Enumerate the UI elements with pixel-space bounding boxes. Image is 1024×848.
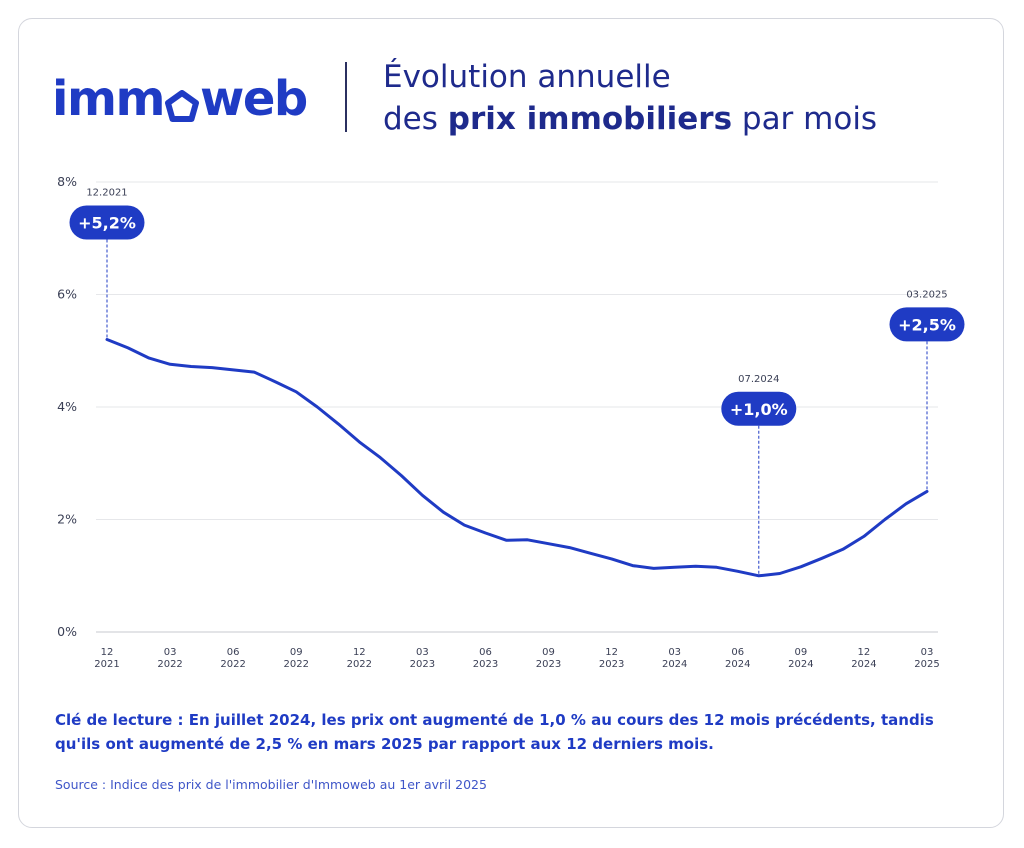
chart-card — [18, 18, 1004, 828]
x-tick-label: 06 — [731, 647, 744, 658]
title-suffix: par mois — [732, 101, 878, 137]
annotation-value: +5,2% — [78, 214, 136, 233]
y-tick-label: 8% — [57, 174, 77, 189]
annotation-period: 03.2025 — [906, 289, 947, 300]
annotation-period: 07.2024 — [738, 374, 779, 385]
x-tick-label: 03 — [668, 647, 681, 658]
annotation-value: +2,5% — [898, 315, 956, 334]
x-tick-label: 09 — [290, 647, 303, 658]
immoweb-logo[interactable]: imm web — [52, 64, 308, 134]
annotation-value: +1,0% — [730, 400, 788, 419]
x-tick-label: 2023 — [536, 659, 561, 670]
x-tick-label: 03 — [416, 647, 429, 658]
logo-text-start: imm — [52, 71, 165, 127]
chart-title: Évolution annuelle des prix immobiliers … — [383, 56, 877, 140]
x-tick-label: 2024 — [788, 659, 813, 670]
annotation-pill — [69, 205, 145, 240]
title-prefix: des — [383, 101, 448, 137]
x-tick-label: 12 — [605, 647, 618, 658]
x-tick-label: 2022 — [157, 659, 182, 670]
x-tick-label: 06 — [479, 647, 492, 658]
x-tick-label: 2023 — [410, 659, 435, 670]
annotation-pill — [721, 391, 797, 426]
title-line-2: des prix immobiliers par mois — [383, 98, 877, 140]
annotation-pill — [889, 307, 965, 342]
x-tick-label: 2024 — [851, 659, 876, 670]
y-tick-label: 2% — [57, 512, 77, 527]
x-tick-label: 03 — [164, 647, 177, 658]
x-tick-label: 2021 — [94, 659, 119, 670]
x-tick-label: 09 — [794, 647, 807, 658]
x-tick-label: 12 — [858, 647, 871, 658]
logo-text-end: web — [199, 71, 308, 127]
x-tick-label: 2022 — [220, 659, 245, 670]
y-tick-label: 0% — [57, 624, 77, 639]
x-tick-label: 2024 — [662, 659, 687, 670]
series-line — [105, 338, 929, 578]
title-bold: prix immobiliers — [447, 101, 733, 137]
y-tick-label: 6% — [57, 287, 77, 302]
title-line-1: Évolution annuelle — [383, 59, 671, 95]
x-tick-label: 2025 — [914, 659, 939, 670]
source-note: Source : Indice des prix de l'immobilier… — [55, 777, 487, 792]
x-tick-label: 12 — [353, 647, 366, 658]
x-tick-label: 09 — [542, 647, 555, 658]
x-tick-label: 12 — [101, 647, 114, 658]
x-tick-label: 2024 — [725, 659, 750, 670]
line-chart: 0%2%4%6%8%122021032022062022092022122022… — [57, 174, 965, 670]
x-tick-label: 06 — [227, 647, 240, 658]
reading-key: Clé de lecture : En juillet 2024, les pr… — [55, 711, 934, 753]
x-tick-label: 2023 — [473, 659, 498, 670]
x-tick-label: 03 — [921, 647, 934, 658]
y-tick-label: 4% — [57, 399, 77, 414]
x-tick-label: 2022 — [347, 659, 372, 670]
x-tick-label: 2022 — [284, 659, 309, 670]
x-tick-label: 2023 — [599, 659, 624, 670]
annotation-period: 12.2021 — [86, 188, 127, 199]
house-icon — [164, 89, 199, 126]
header-divider — [345, 62, 347, 132]
